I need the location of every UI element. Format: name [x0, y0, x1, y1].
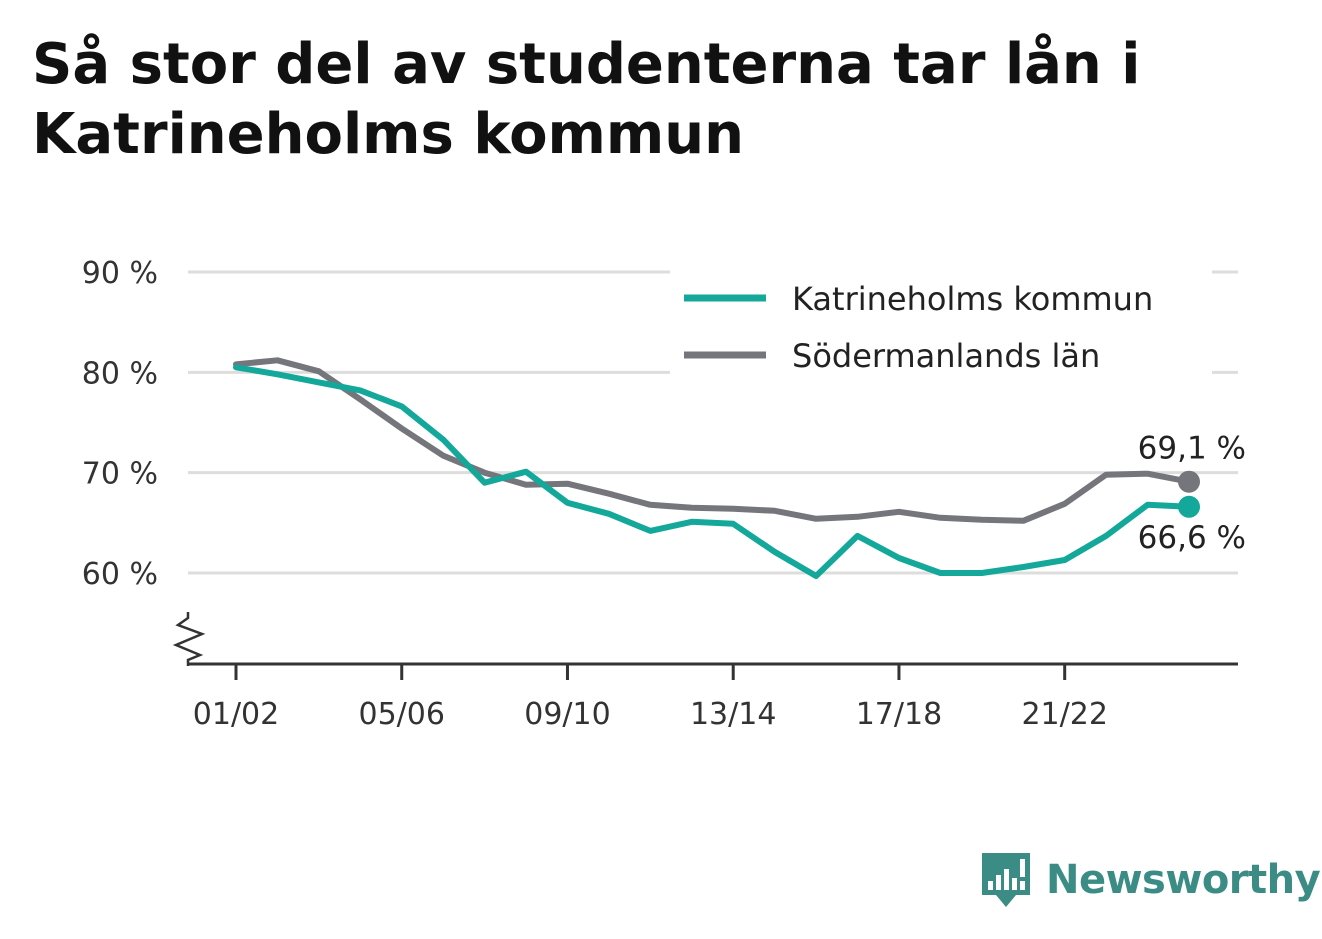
y-tick-label: 90 %: [82, 256, 158, 291]
end-point-marker: [1178, 470, 1200, 493]
x-tick-label: 21/22: [1021, 697, 1107, 732]
legend-label: Södermanlands län: [792, 337, 1100, 375]
legend: Katrineholms kommun Södermanlands län: [670, 268, 1212, 378]
x-tick-label: 05/06: [359, 697, 445, 732]
axes: 90 % 80 % 70 % 60 % 01/02 05/06 09/10 13/14 17/1…: [82, 256, 1238, 732]
series-line-sodermanland: [233, 357, 1192, 524]
y-tick-label: 60 %: [82, 557, 158, 592]
chart-title: Så stor del av studenterna tar lån i Kat…: [32, 32, 1141, 167]
end-labels: 66,6 % 69,1 %: [1138, 431, 1246, 556]
x-tick-label: 13/14: [690, 697, 776, 732]
series-line-katrineholm: [233, 364, 1192, 579]
legend-background: [670, 268, 1212, 378]
end-value-label: 66,6 %: [1138, 520, 1246, 556]
x-tick-label: 09/10: [524, 697, 610, 732]
x-tick-label: 01/02: [193, 697, 279, 732]
y-tick-label: 80 %: [82, 356, 158, 391]
end-value-label: 69,1 %: [1138, 431, 1246, 467]
end-point-marker: [1178, 495, 1200, 518]
brand-footer: Newsworthy: [980, 848, 1321, 912]
y-tick-label: 70 %: [82, 457, 158, 492]
legend-label: Katrineholms kommun: [792, 280, 1153, 318]
brand-name: Newsworthy: [1046, 857, 1321, 903]
y-axis-break-icon: [172, 612, 206, 666]
newsworthy-logo-icon: [982, 853, 1030, 907]
x-tick-label: 17/18: [856, 697, 942, 732]
series-lines: [233, 357, 1192, 579]
